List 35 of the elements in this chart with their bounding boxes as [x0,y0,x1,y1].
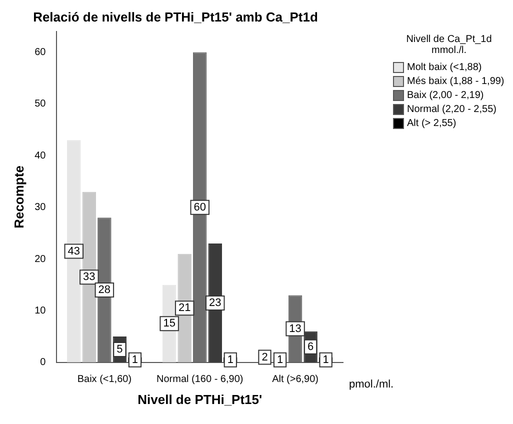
data-label: 13 [289,322,302,335]
legend-label: Normal (2,20 - 2,55) [407,104,496,115]
data-label: 28 [98,284,111,296]
data-label: 1 [227,354,234,366]
legend-label: Molt baix (<1,88) [407,62,482,73]
data-label: 23 [209,296,222,309]
y-tick-label: 10 [34,305,46,316]
text: pmol./ml. [349,378,394,390]
y-tick-label: 50 [34,98,46,110]
data-label: 21 [178,302,191,314]
y-axis-title: Recompte [11,166,26,228]
data-label: 60 [194,201,206,214]
y-tick-label: 30 [34,202,46,214]
data-label: 1 [322,354,329,366]
data-label: 15 [163,318,176,330]
data-label: 43 [68,245,80,258]
y-tick-label: 0 [40,357,46,368]
x-tick-label: Baix (<1,60) [77,374,132,386]
y-tick-label: 20 [34,254,46,265]
legend-label: Baix (2,00 - 2,19) [407,90,484,101]
data-label: 5 [116,344,123,356]
x-tick-label: Normal (160 - 6,90) [156,374,244,386]
data-label: 6 [307,340,314,353]
data-label: 1 [276,354,284,366]
x-tick-label: Alt (>6,90) [272,374,318,386]
data-label: 33 [83,271,96,284]
y-tick-label: 60 [34,47,46,58]
legend-label: Més baix (1,88 - 1,99) [407,76,504,87]
data-label: 2 [262,351,268,364]
legend-label: Alt (> 2,55) [407,118,456,129]
legend-title: Nivell de Ca_Pt_1d mmol./l. [405,34,493,56]
x-axis-title: Nivell de PTHi_Pt15' [138,392,262,407]
chart-title: Relació de nivells de PTHi_Pt15' amb Ca_Pt1d [33,9,318,24]
data-label: 1 [132,354,138,366]
y-tick-label: 40 [34,150,46,162]
